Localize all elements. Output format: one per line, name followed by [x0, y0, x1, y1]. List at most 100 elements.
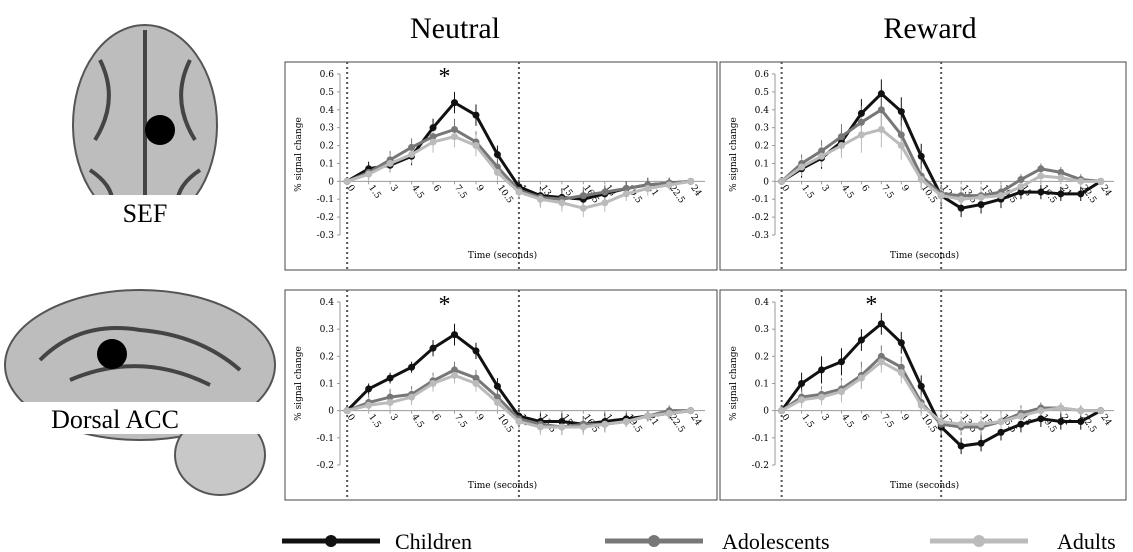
data-point [818, 152, 826, 160]
column-title: Neutral [410, 12, 500, 45]
data-point [1097, 407, 1105, 415]
legend-label: Adults [1057, 529, 1116, 552]
data-point [957, 420, 965, 428]
x-tick-label: 6 [431, 413, 443, 424]
y-tick-label: -0.3 [317, 231, 335, 241]
legend-marker [648, 535, 660, 547]
data-point [917, 401, 925, 409]
y-tick-label: 0.6 [320, 70, 335, 80]
significance-marker: * [439, 64, 451, 90]
x-tick-label: 7.5 [879, 413, 896, 431]
data-point [579, 192, 587, 200]
x-tick-label: 9 [474, 183, 486, 194]
data-point [977, 193, 985, 201]
data-point [515, 188, 523, 196]
data-point [365, 401, 373, 409]
x-axis-label: Time (seconds) [468, 480, 537, 491]
x-tick-label: 9 [899, 183, 911, 194]
y-axis-label: % signal change [729, 117, 739, 192]
data-point [472, 142, 480, 150]
x-tick-label: 24 [688, 413, 703, 428]
data-point [1017, 183, 1025, 191]
data-point [1077, 177, 1085, 185]
x-axis-label: Time (seconds) [468, 250, 537, 261]
data-point [429, 124, 437, 132]
x-tick-label: 7.5 [879, 183, 896, 201]
data-point [997, 192, 1005, 200]
x-tick-label: 7.5 [452, 413, 469, 431]
data-point [778, 177, 786, 185]
y-tick-label: 0 [763, 177, 769, 187]
x-tick-label: 0 [345, 413, 357, 424]
x-tick-label: 9 [474, 413, 486, 424]
data-point [622, 418, 630, 426]
data-point [897, 339, 905, 347]
region-label: SEF [123, 199, 168, 228]
x-tick-label: 4.5 [839, 413, 856, 431]
x-axis-label: Time (seconds) [890, 250, 959, 261]
y-tick-label: 0.4 [320, 106, 335, 116]
data-point [1057, 168, 1065, 176]
data-point [977, 420, 985, 428]
plot-frame [284, 61, 718, 271]
data-point [1037, 407, 1045, 415]
data-point [386, 399, 394, 407]
y-tick-label: 0 [328, 177, 334, 187]
data-point [665, 409, 673, 417]
data-point [837, 388, 845, 396]
data-point [386, 374, 394, 382]
data-point [877, 352, 885, 360]
data-point [1057, 190, 1065, 198]
data-point [644, 184, 652, 192]
data-point [997, 428, 1005, 436]
x-tick-label: 3 [388, 183, 400, 194]
data-point [917, 176, 925, 184]
x-tick-label: 6 [431, 183, 443, 194]
y-tick-label: -0.3 [752, 231, 770, 241]
data-point [897, 142, 905, 150]
legend-label: Children [395, 529, 472, 552]
x-tick-label: 24 [688, 183, 703, 198]
data-point [1077, 418, 1085, 426]
data-point [837, 133, 845, 141]
data-point [558, 418, 566, 426]
plot-frame [719, 61, 1127, 271]
data-point [937, 192, 945, 200]
y-tick-label: 0.2 [320, 142, 334, 152]
data-point [897, 369, 905, 377]
brain-sagittal [4, 289, 276, 496]
data-point [897, 363, 905, 371]
data-point [622, 190, 630, 198]
data-point [1057, 174, 1065, 182]
data-point [451, 371, 459, 379]
region-label: Dorsal ACC [51, 405, 179, 434]
y-tick-label: -0.2 [317, 461, 334, 471]
x-tick-label: 6 [859, 413, 871, 424]
data-point [365, 170, 373, 178]
data-point [665, 181, 673, 189]
data-point [451, 125, 459, 133]
data-point [1037, 415, 1045, 423]
data-point [957, 442, 965, 450]
y-axis-label: % signal change [294, 346, 304, 421]
y-axis-label: % signal change [294, 117, 304, 192]
x-axis-label: Time (seconds) [890, 480, 959, 491]
data-point [343, 407, 351, 415]
data-point [857, 374, 865, 382]
y-tick-label: 0.4 [320, 298, 335, 308]
y-tick-label: 0.1 [755, 159, 769, 169]
x-tick-label: 6 [859, 183, 871, 194]
x-tick-label: 1.5 [799, 183, 816, 201]
data-point [1037, 165, 1045, 173]
data-point [429, 380, 437, 387]
significance-marker: * [439, 292, 451, 318]
data-point [977, 439, 985, 447]
data-point [1017, 176, 1025, 184]
y-tick-label: 0.3 [320, 325, 335, 335]
y-tick-label: 0.5 [755, 88, 770, 98]
y-tick-label: 0.2 [320, 352, 334, 362]
x-tick-label: 7.5 [452, 183, 469, 201]
data-point [493, 151, 501, 158]
data-point [1057, 418, 1065, 426]
data-point [386, 393, 394, 401]
